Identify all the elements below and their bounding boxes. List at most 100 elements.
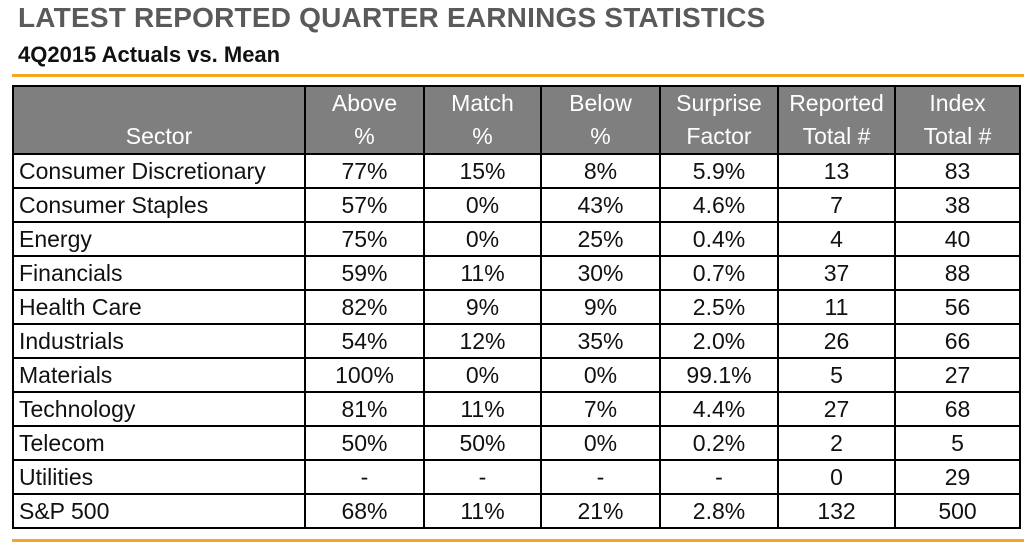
cell-index: 83 (894, 153, 1021, 189)
cell-above: 82% (304, 289, 425, 325)
cell-surprise: 4.6% (659, 187, 779, 223)
cell-below: 9% (540, 289, 661, 325)
cell-index: 29 (894, 459, 1021, 495)
cell-above: 68% (304, 493, 425, 529)
header-sector: Sector (12, 85, 306, 155)
cell-sector: Industrials (12, 323, 306, 359)
cell-surprise: 0.7% (659, 255, 779, 291)
cell-match: - (423, 459, 542, 495)
cell-match: 9% (423, 289, 542, 325)
table-row: Technology 81% 11% 7% 4.4% 27 68 (12, 391, 1021, 427)
header-below: Below % (540, 85, 661, 155)
cell-sector: Energy (12, 221, 306, 257)
cell-above: 100% (304, 357, 425, 393)
cell-below: - (540, 459, 661, 495)
table-row: Telecom 50% 50% 0% 0.2% 2 5 (12, 425, 1021, 461)
header-match: Match % (423, 85, 542, 155)
cell-above: 75% (304, 221, 425, 257)
cell-sector: Health Care (12, 289, 306, 325)
cell-below: 30% (540, 255, 661, 291)
cell-above: 50% (304, 425, 425, 461)
cell-below: 8% (540, 153, 661, 189)
table-row: Consumer Staples 57% 0% 43% 4.6% 7 38 (12, 187, 1021, 223)
cell-reported: 5 (777, 357, 896, 393)
table-row: Consumer Discretionary 77% 15% 8% 5.9% 1… (12, 153, 1021, 189)
cell-match: 15% (423, 153, 542, 189)
cell-surprise: 4.4% (659, 391, 779, 427)
cell-match: 0% (423, 221, 542, 257)
cell-index: 5 (894, 425, 1021, 461)
cell-index: 68 (894, 391, 1021, 427)
cell-below: 0% (540, 425, 661, 461)
cell-reported: 2 (777, 425, 896, 461)
cell-reported: 0 (777, 459, 896, 495)
cell-sector: S&P 500 (12, 493, 306, 529)
cell-below: 0% (540, 357, 661, 393)
cell-index: 56 (894, 289, 1021, 325)
cell-surprise: 2.5% (659, 289, 779, 325)
header-reported-total: Reported Total # (777, 85, 896, 155)
table-row: Utilities - - - - 0 29 (12, 459, 1021, 495)
page-subtitle: 4Q2015 Actuals vs. Mean (18, 42, 281, 67)
cell-sector: Materials (12, 357, 306, 393)
cell-above: 59% (304, 255, 425, 291)
cell-below: 35% (540, 323, 661, 359)
cell-reported: 11 (777, 289, 896, 325)
cell-sector: Telecom (12, 425, 306, 461)
cell-reported: 13 (777, 153, 896, 189)
cell-match: 11% (423, 391, 542, 427)
cell-index: 500 (894, 493, 1021, 529)
top-divider (12, 74, 1024, 77)
earnings-table: Sector Above % Match % Below % Surprise … (12, 85, 1021, 529)
cell-reported: 4 (777, 221, 896, 257)
cell-sector: Technology (12, 391, 306, 427)
cell-below: 21% (540, 493, 661, 529)
cell-sector: Consumer Staples (12, 187, 306, 223)
cell-above: 77% (304, 153, 425, 189)
cell-index: 27 (894, 357, 1021, 393)
cell-above: 81% (304, 391, 425, 427)
cell-above: 57% (304, 187, 425, 223)
header-surprise-factor: Surprise Factor (659, 85, 779, 155)
cell-surprise: 0.4% (659, 221, 779, 257)
cell-above: - (304, 459, 425, 495)
header-above: Above % (304, 85, 425, 155)
cell-surprise: - (659, 459, 779, 495)
table-row: Health Care 82% 9% 9% 2.5% 11 56 (12, 289, 1021, 325)
cell-above: 54% (304, 323, 425, 359)
table-row: Financials 59% 11% 30% 0.7% 37 88 (12, 255, 1021, 291)
cell-sector: Utilities (12, 459, 306, 495)
table-row: Industrials 54% 12% 35% 2.0% 26 66 (12, 323, 1021, 359)
cell-below: 43% (540, 187, 661, 223)
cell-match: 50% (423, 425, 542, 461)
cell-reported: 132 (777, 493, 896, 529)
page-title: LATEST REPORTED QUARTER EARNINGS STATIST… (18, 2, 766, 33)
table-row: Energy 75% 0% 25% 0.4% 4 40 (12, 221, 1021, 257)
cell-surprise: 0.2% (659, 425, 779, 461)
header-row: Sector Above % Match % Below % Surprise … (12, 85, 1021, 155)
bottom-divider (12, 539, 1024, 542)
cell-match: 12% (423, 323, 542, 359)
cell-match: 0% (423, 357, 542, 393)
header-index-total: Index Total # (894, 85, 1021, 155)
cell-match: 11% (423, 493, 542, 529)
cell-reported: 27 (777, 391, 896, 427)
table-row: Materials 100% 0% 0% 99.1% 5 27 (12, 357, 1021, 393)
cell-surprise: 2.8% (659, 493, 779, 529)
cell-reported: 7 (777, 187, 896, 223)
cell-index: 66 (894, 323, 1021, 359)
cell-surprise: 2.0% (659, 323, 779, 359)
cell-surprise: 99.1% (659, 357, 779, 393)
cell-index: 88 (894, 255, 1021, 291)
table-row-total: S&P 500 68% 11% 21% 2.8% 132 500 (12, 493, 1021, 529)
cell-reported: 26 (777, 323, 896, 359)
cell-reported: 37 (777, 255, 896, 291)
cell-match: 11% (423, 255, 542, 291)
cell-index: 38 (894, 187, 1021, 223)
cell-below: 25% (540, 221, 661, 257)
cell-index: 40 (894, 221, 1021, 257)
cell-surprise: 5.9% (659, 153, 779, 189)
cell-sector: Consumer Discretionary (12, 153, 306, 189)
cell-sector: Financials (12, 255, 306, 291)
